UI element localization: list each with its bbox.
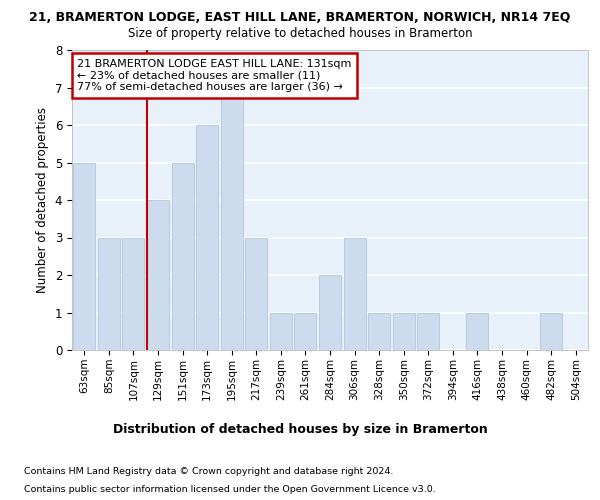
Text: Distribution of detached houses by size in Bramerton: Distribution of detached houses by size …	[113, 422, 487, 436]
Bar	[540, 312, 562, 350]
Bar	[368, 312, 390, 350]
Bar	[466, 312, 488, 350]
Text: Contains public sector information licensed under the Open Government Licence v3: Contains public sector information licen…	[24, 485, 436, 494]
Bar	[270, 312, 292, 350]
Bar	[319, 275, 341, 350]
Bar	[172, 162, 194, 350]
Y-axis label: Number of detached properties: Number of detached properties	[36, 107, 49, 293]
Bar	[295, 312, 316, 350]
Bar	[344, 238, 365, 350]
Text: 21 BRAMERTON LODGE EAST HILL LANE: 131sqm
← 23% of detached houses are smaller (: 21 BRAMERTON LODGE EAST HILL LANE: 131sq…	[77, 59, 352, 92]
Text: 21, BRAMERTON LODGE, EAST HILL LANE, BRAMERTON, NORWICH, NR14 7EQ: 21, BRAMERTON LODGE, EAST HILL LANE, BRA…	[29, 11, 571, 24]
Bar	[147, 200, 169, 350]
Bar	[196, 125, 218, 350]
Bar	[122, 238, 145, 350]
Bar	[73, 162, 95, 350]
Bar	[392, 312, 415, 350]
Text: Contains HM Land Registry data © Crown copyright and database right 2024.: Contains HM Land Registry data © Crown c…	[24, 467, 394, 476]
Bar	[221, 88, 243, 350]
Bar	[245, 238, 268, 350]
Bar	[417, 312, 439, 350]
Text: Size of property relative to detached houses in Bramerton: Size of property relative to detached ho…	[128, 28, 472, 40]
Bar	[98, 238, 120, 350]
